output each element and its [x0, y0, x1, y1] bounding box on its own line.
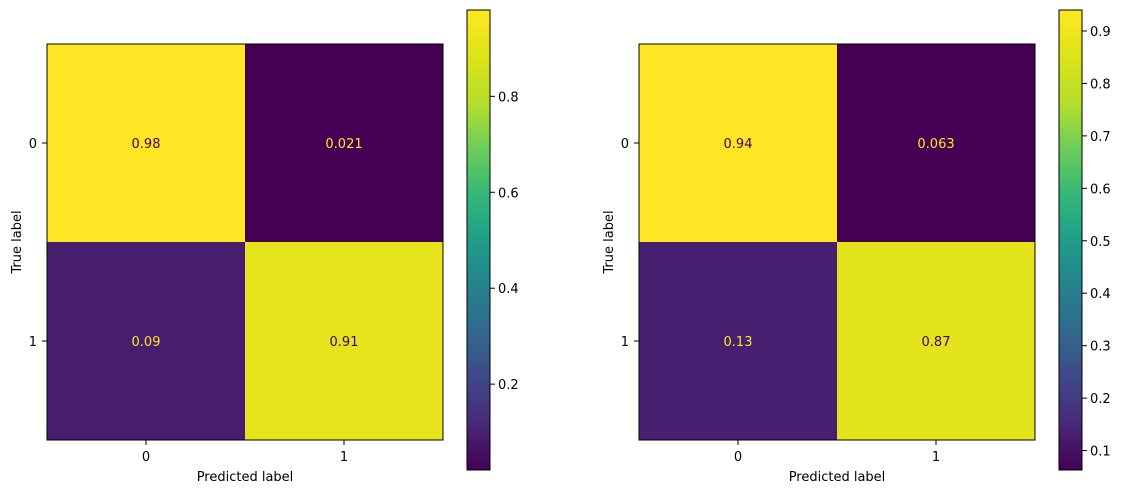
cell-value-label: 0.94: [724, 137, 753, 152]
x-axis-label: Predicted label: [789, 470, 886, 485]
colorbar-tick-label: 0.1: [1090, 445, 1111, 460]
x-axis-label: Predicted label: [197, 470, 294, 485]
colorbar-frame: [1058, 9, 1083, 471]
y-axis-label: True label: [10, 210, 25, 274]
cell-value-label: 0.13: [724, 335, 753, 350]
heatmap-cell: [47, 44, 245, 242]
heatmap-cell: [639, 242, 837, 440]
colorbar-tick-label: 0.4: [1090, 287, 1111, 302]
cell-value-label: 0.021: [325, 137, 362, 152]
colorbar-tick-label: 0.4: [498, 282, 519, 297]
x-tick-label: 0: [142, 450, 150, 465]
colorbar-tick-label: 0.7: [1090, 130, 1111, 145]
cell-value-label: 0.91: [330, 335, 359, 350]
colorbar-tick-label: 0.9: [1090, 25, 1111, 40]
heatmap-cell: [245, 44, 443, 242]
heatmap-cell: [837, 242, 1035, 440]
y-tick-label: 1: [621, 335, 629, 350]
colorbar-tick-label: 0.8: [1090, 77, 1111, 92]
heatmap-cell: [837, 44, 1035, 242]
y-tick-label: 1: [29, 335, 37, 350]
cell-value-label: 0.98: [132, 137, 161, 152]
colorbar-tick-label: 0.6: [1090, 182, 1111, 197]
colorbar-frame: [466, 9, 491, 471]
heatmap-cell: [245, 242, 443, 440]
x-tick-label: 1: [932, 450, 940, 465]
x-tick-label: 1: [340, 450, 348, 465]
colorbar-tick-label: 0.5: [1090, 235, 1111, 250]
colorbar-tick-label: 0.6: [498, 186, 519, 201]
heatmap-frame: [46, 43, 444, 441]
colorbar-tick-label: 0.8: [498, 90, 519, 105]
y-tick-label: 0: [621, 137, 629, 152]
cell-value-label: 0.87: [922, 335, 951, 350]
colorbar-tick-label: 0.3: [1090, 340, 1111, 355]
heatmap-cell: [47, 242, 245, 440]
heatmap-frame: [638, 43, 1036, 441]
y-axis-label: True label: [602, 210, 617, 274]
cell-value-label: 0.063: [917, 137, 954, 152]
confusion-matrix-right: 0.94 0.063 0.13 0.87 0 1 0 1 Predicted label True…: [602, 9, 1111, 485]
colorbar-tick-label: 0.2: [498, 378, 519, 393]
y-tick-label: 0: [29, 137, 37, 152]
colorbar-tick-label: 0.2: [1090, 392, 1111, 407]
heatmap-cell: [639, 44, 837, 242]
confusion-matrix-left: 0.98 0.021 0.09 0.91 0 1 0 1 Predicted label True…: [10, 9, 519, 485]
cell-value-label: 0.09: [132, 335, 161, 350]
colorbar: [467, 10, 490, 470]
x-tick-label: 0: [734, 450, 742, 465]
colorbar: [1059, 10, 1082, 470]
